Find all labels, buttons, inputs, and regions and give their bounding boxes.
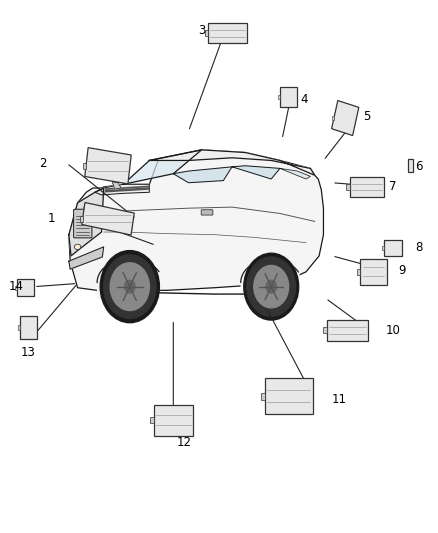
Text: 14: 14 — [9, 280, 24, 293]
FancyBboxPatch shape — [350, 177, 385, 197]
FancyBboxPatch shape — [17, 279, 34, 296]
Text: 6: 6 — [416, 160, 423, 173]
Text: 3: 3 — [198, 24, 205, 37]
Text: 5: 5 — [363, 110, 371, 124]
FancyBboxPatch shape — [83, 163, 86, 169]
FancyBboxPatch shape — [265, 378, 313, 415]
FancyBboxPatch shape — [385, 240, 402, 256]
Text: 10: 10 — [385, 324, 400, 337]
FancyBboxPatch shape — [408, 159, 413, 172]
Polygon shape — [280, 168, 311, 179]
FancyBboxPatch shape — [150, 417, 154, 423]
Circle shape — [244, 253, 299, 320]
FancyBboxPatch shape — [278, 95, 280, 99]
Circle shape — [124, 280, 135, 293]
Circle shape — [266, 280, 276, 293]
FancyBboxPatch shape — [201, 210, 213, 215]
Polygon shape — [69, 150, 323, 290]
Polygon shape — [149, 150, 315, 175]
Circle shape — [100, 251, 159, 322]
Text: 11: 11 — [331, 393, 346, 406]
Text: 13: 13 — [21, 346, 36, 359]
FancyBboxPatch shape — [205, 30, 208, 36]
FancyBboxPatch shape — [85, 148, 131, 184]
FancyBboxPatch shape — [74, 209, 92, 238]
FancyBboxPatch shape — [20, 317, 37, 338]
FancyBboxPatch shape — [382, 246, 385, 250]
Polygon shape — [84, 206, 95, 216]
FancyBboxPatch shape — [154, 405, 193, 435]
Polygon shape — [173, 167, 232, 183]
FancyBboxPatch shape — [332, 101, 359, 135]
FancyBboxPatch shape — [82, 203, 134, 235]
Polygon shape — [123, 150, 201, 184]
Polygon shape — [69, 188, 104, 256]
Polygon shape — [113, 182, 121, 189]
FancyBboxPatch shape — [208, 23, 247, 43]
Polygon shape — [69, 247, 104, 269]
FancyBboxPatch shape — [280, 87, 297, 107]
Circle shape — [254, 265, 289, 308]
Text: 4: 4 — [300, 93, 307, 106]
FancyBboxPatch shape — [261, 393, 265, 400]
FancyBboxPatch shape — [327, 319, 368, 341]
Text: 1: 1 — [48, 212, 55, 225]
FancyBboxPatch shape — [323, 327, 327, 333]
Text: 12: 12 — [177, 436, 192, 449]
Text: 7: 7 — [389, 181, 397, 193]
Text: 2: 2 — [39, 157, 46, 169]
Text: 9: 9 — [398, 264, 406, 277]
FancyBboxPatch shape — [80, 216, 83, 222]
Circle shape — [247, 257, 296, 317]
Circle shape — [104, 255, 156, 318]
FancyBboxPatch shape — [332, 116, 334, 120]
Polygon shape — [95, 184, 149, 195]
Ellipse shape — [74, 244, 81, 249]
FancyBboxPatch shape — [357, 269, 360, 275]
Circle shape — [110, 263, 149, 311]
Text: 8: 8 — [416, 241, 423, 254]
FancyBboxPatch shape — [18, 325, 20, 329]
Polygon shape — [232, 166, 280, 179]
FancyBboxPatch shape — [15, 286, 17, 290]
FancyBboxPatch shape — [360, 259, 387, 285]
FancyBboxPatch shape — [346, 184, 350, 190]
